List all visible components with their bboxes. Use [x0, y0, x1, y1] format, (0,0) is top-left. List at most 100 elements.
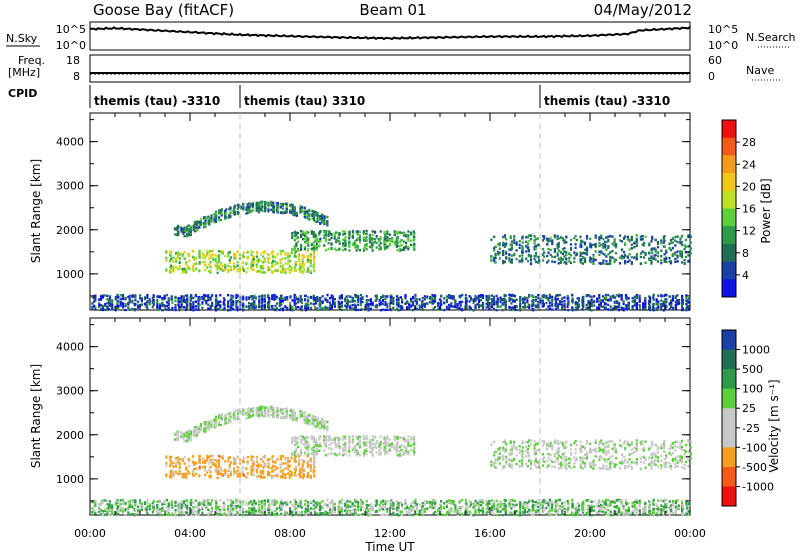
power-scatter-cell — [321, 220, 323, 222]
velocity-scatter-cell — [229, 456, 231, 458]
power-scatter-cell — [619, 257, 621, 259]
power-scatter-cell — [530, 262, 532, 264]
power-scatter-cell — [512, 306, 514, 308]
power-scatter-cell — [131, 295, 133, 297]
power-scatter-cell — [313, 235, 315, 237]
power-scatter-cell — [98, 304, 100, 306]
power-scatter-cell — [424, 298, 426, 300]
velocity-scatter-cell — [188, 437, 190, 439]
power-scatter-cell — [424, 306, 426, 308]
power-scatter-cell — [545, 295, 547, 297]
power-scatter-cell — [295, 234, 297, 236]
power-scatter-cell — [277, 268, 279, 270]
power-scatter-cell — [253, 258, 255, 260]
power-scatter-cell — [551, 260, 553, 262]
power-scatter-cell — [170, 269, 172, 271]
power-scatter-cell — [194, 226, 196, 228]
power-scatter-cell — [380, 238, 382, 240]
power-scatter-cell — [454, 299, 456, 301]
power-scatter-cell — [224, 264, 226, 266]
power-scatter-cell — [175, 260, 177, 262]
power-scatter-cell — [604, 245, 606, 247]
power-scatter-cell — [626, 298, 628, 300]
power-scatter-cell — [513, 239, 515, 241]
power-scatter-cell — [325, 232, 327, 234]
power-scatter-cell — [448, 304, 450, 306]
power-scatter-cell — [210, 261, 212, 263]
power-scatter-cell — [640, 256, 642, 258]
power-scatter-cell — [144, 296, 146, 298]
power-scatter-cell — [261, 295, 263, 297]
power-scatter-cell — [589, 238, 591, 240]
velocity-scatter-cell — [282, 462, 284, 464]
power-scatter-cell — [657, 246, 659, 248]
power-scatter-cell — [282, 300, 284, 302]
velocity-scatter-cell — [264, 476, 266, 478]
power-scatter-cell — [146, 297, 148, 299]
power-scatter-cell — [286, 203, 288, 205]
power-scatter-cell — [559, 294, 561, 296]
velocity-scatter-cell — [326, 421, 328, 423]
velocity-scatter-cell — [184, 434, 186, 436]
power-scatter-cell — [677, 241, 679, 243]
power-scatter-cell — [272, 250, 274, 252]
power-scatter-cell — [94, 295, 96, 297]
power-scatter-cell — [131, 301, 133, 303]
velocity-scatter-cell — [230, 473, 232, 475]
power-scatter-cell — [684, 259, 686, 261]
power-scatter-cell — [610, 298, 612, 300]
power-scatter-cell — [192, 306, 194, 308]
velocity-scatter-cell — [177, 456, 179, 458]
power-scatter-cell — [109, 304, 111, 306]
power-scatter-cell — [214, 254, 216, 256]
power-scatter-cell — [535, 299, 537, 301]
power-scatter-cell — [681, 241, 683, 243]
power-scatter-cell — [368, 299, 370, 301]
velocity-scatter-cell — [326, 427, 328, 429]
power-scatter-cell — [634, 301, 636, 303]
power-scatter-cell — [645, 254, 647, 256]
power-scatter-cell — [310, 270, 312, 272]
power-scatter-cell — [195, 263, 197, 265]
power-scatter-cell — [149, 298, 151, 300]
velocity-scatter-cell — [229, 420, 231, 422]
power-scatter-cell — [629, 248, 631, 250]
power-scatter-cell — [326, 222, 328, 224]
power-scatter-cell — [200, 218, 202, 220]
power-scatter-cell — [565, 254, 567, 256]
power-scatter-cell — [215, 299, 217, 301]
power-scatter-cell — [164, 295, 166, 297]
velocity-scatter-cell — [298, 463, 300, 465]
power-scatter-cell — [543, 251, 545, 253]
power-scatter-cell — [649, 297, 651, 299]
velocity-scatter-cell — [335, 445, 337, 447]
power-scatter-cell — [575, 243, 577, 245]
power-scatter-cell — [197, 309, 199, 311]
power-scatter-cell — [177, 268, 179, 270]
power-scatter-cell — [295, 302, 297, 304]
power-scatter-cell — [605, 241, 607, 243]
power-scatter-cell — [141, 297, 143, 299]
power-scatter-cell — [344, 248, 346, 250]
power-scatter-cell — [307, 248, 309, 250]
power-scatter-cell — [352, 236, 354, 238]
velocity-scatter-cell — [253, 467, 255, 469]
velocity-scatter-cell — [272, 470, 274, 472]
power-scatter-cell — [561, 308, 563, 310]
power-scatter-cell — [326, 216, 328, 218]
velocity-scatter-cell — [217, 477, 219, 479]
power-scatter-cell — [289, 296, 291, 298]
power-scatter-cell — [495, 253, 497, 255]
power-scatter-cell — [610, 306, 612, 308]
power-scatter-cell — [642, 235, 644, 237]
power-scatter-cell — [122, 294, 124, 296]
power-scatter-cell — [252, 264, 254, 266]
velocity-scatter-cell — [280, 470, 282, 472]
power-scatter-cell — [186, 302, 188, 304]
power-scatter-cell — [313, 261, 315, 263]
power-scatter-cell — [303, 256, 305, 258]
velocity-scatter-cell — [286, 413, 288, 415]
power-scatter-cell — [185, 268, 187, 270]
velocity-scatter-cell — [237, 409, 239, 411]
